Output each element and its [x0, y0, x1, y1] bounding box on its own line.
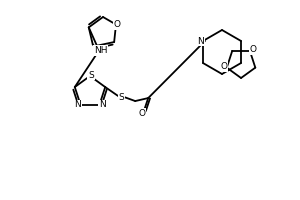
- Text: O: O: [113, 20, 121, 29]
- Text: NH: NH: [94, 46, 107, 55]
- Text: N: N: [74, 100, 81, 109]
- Text: N: N: [99, 100, 106, 109]
- Text: N: N: [198, 36, 204, 46]
- Text: S: S: [88, 71, 94, 79]
- Text: O: O: [249, 45, 256, 54]
- Text: O: O: [139, 109, 146, 118]
- Text: O: O: [220, 62, 227, 71]
- Text: S: S: [118, 93, 124, 102]
